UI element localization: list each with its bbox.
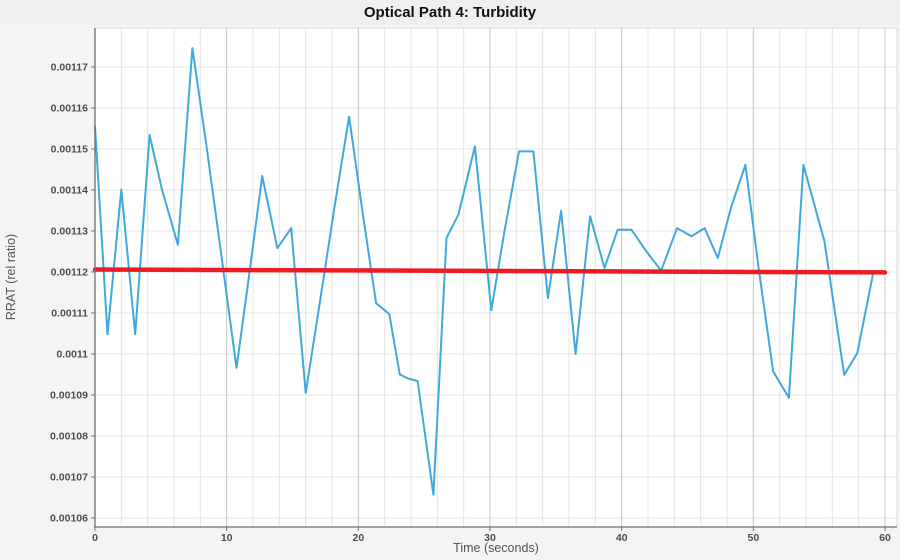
y-tick-label: 0.00111 — [51, 307, 88, 319]
y-tick-label: 0.00108 — [50, 430, 88, 442]
x-tick-label: 50 — [747, 532, 759, 544]
x-tick-label: 10 — [221, 532, 233, 544]
y-tick-label: 0.00116 — [51, 102, 89, 114]
y-tick-label: 0.00112 — [51, 266, 89, 278]
x-tick-label: 20 — [352, 532, 364, 544]
x-tick-label: 0 — [92, 532, 98, 544]
turbidity-signal — [94, 47, 886, 496]
plot-border — [95, 27, 898, 527]
y-tick-label: 0.00114 — [51, 184, 89, 196]
y-tick-label: 0.00106 — [50, 512, 88, 524]
gridlines — [95, 28, 897, 527]
y-tick-label: 0.00109 — [50, 389, 88, 401]
x-tick-label: 60 — [879, 532, 891, 544]
y-tick-label: 0.0011 — [56, 348, 88, 360]
y-tick-label: 0.00117 — [51, 61, 89, 73]
chart-title: Optical Path 4: Turbidity — [363, 4, 537, 21]
trend-line — [92, 267, 888, 275]
x-tick-label: 40 — [616, 532, 628, 544]
y-tick-label: 0.00107 — [50, 471, 88, 483]
x-axis-title: Time (seconds) — [453, 541, 539, 555]
x-tick-label: 30 — [484, 532, 496, 544]
axes — [91, 28, 897, 531]
y-tick-label: 0.00115 — [51, 143, 89, 155]
y-axis-title: RRAT (rel ratio) — [4, 234, 18, 320]
tick-labels: 0 10 20 30 40 50 60 0.00117 0.00116 0.00115 0.0011… — [50, 61, 891, 544]
data-series — [92, 47, 888, 496]
chart-title-bar: Optical Path 4: Turbidity — [0, 0, 900, 25]
y-tick-label: 0.00113 — [51, 225, 89, 237]
